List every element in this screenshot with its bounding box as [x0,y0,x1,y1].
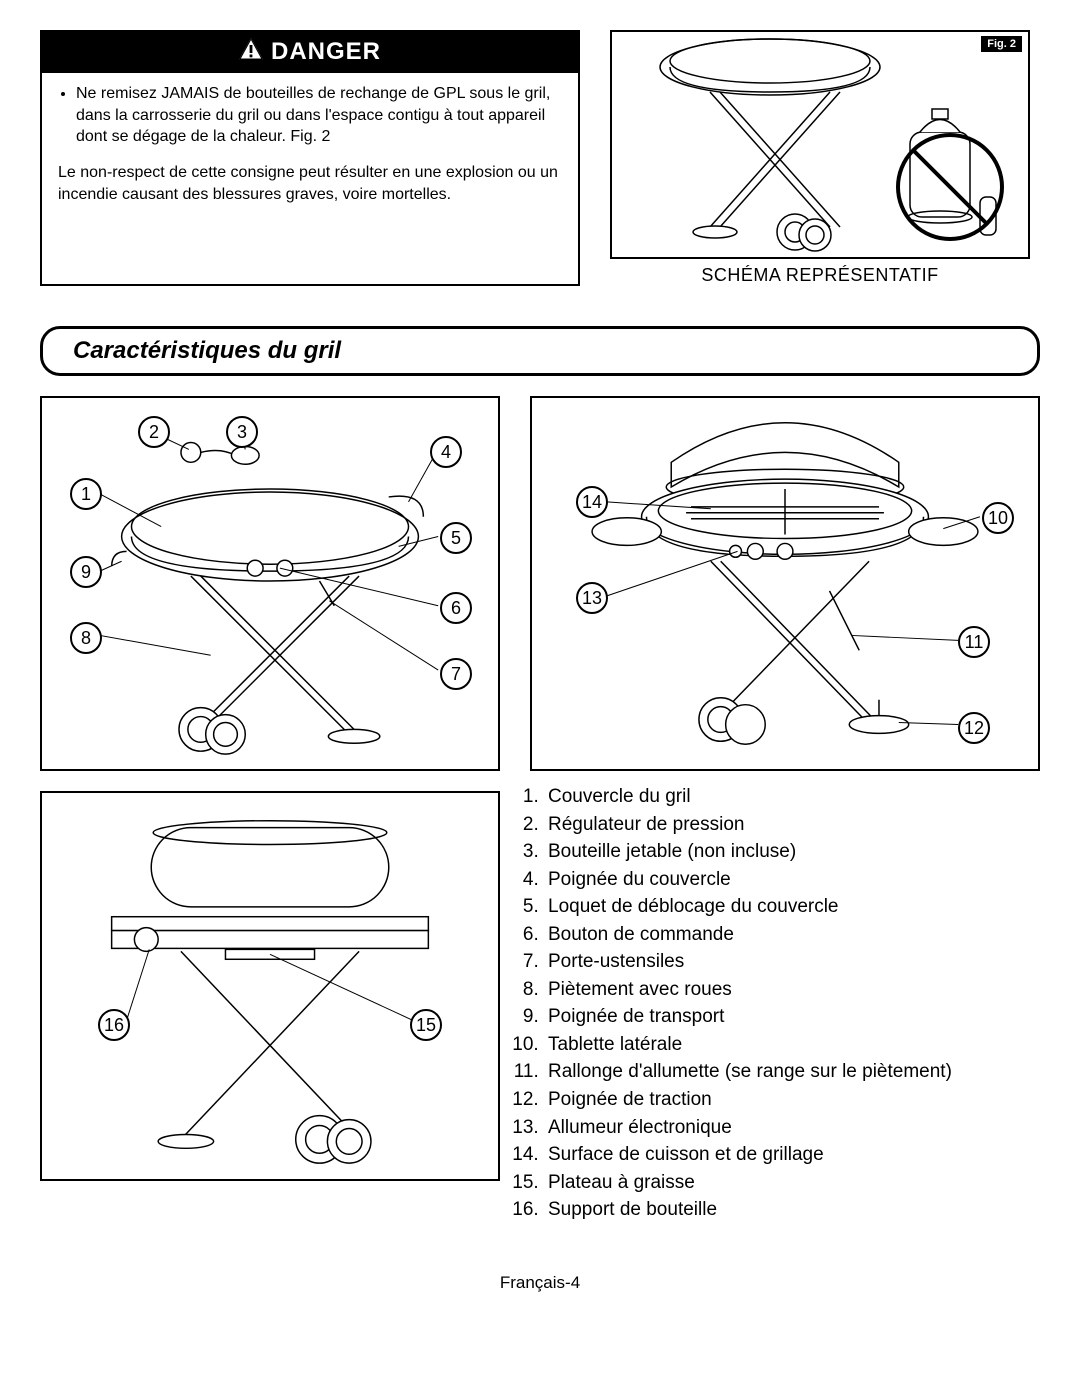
feature-item: Poignée de transport [544,1003,1040,1031]
feature-item: Bouton de commande [544,921,1040,949]
callout-13: 13 [576,582,608,614]
danger-body: Ne remisez JAMAIS de bouteilles de recha… [42,73,578,219]
feature-item: Piètement avec roues [544,976,1040,1004]
callout-15: 15 [410,1009,442,1041]
danger-header: DANGER [42,32,578,73]
callout-7: 7 [440,658,472,690]
feature-item: Plateau à graisse [544,1169,1040,1197]
fig-label: Fig. 2 [981,36,1022,52]
feature-item: Surface de cuisson et de grillage [544,1141,1040,1169]
feature-item: Bouteille jetable (non incluse) [544,838,1040,866]
schema-box: Fig. 2 [610,30,1030,286]
callout-12: 12 [958,712,990,744]
schema-figure: Fig. 2 [610,30,1030,259]
diagram-c: 14 10 13 11 12 [530,396,1040,771]
callout-10: 10 [982,502,1014,534]
schema-illustration [620,37,1020,252]
callout-1: 1 [70,478,102,510]
feature-item: Porte-ustensiles [544,948,1040,976]
callout-11: 11 [958,626,990,658]
callout-8: 8 [70,622,102,654]
danger-note: Le non-respect de cette consigne peut ré… [58,162,562,205]
callout-5: 5 [440,522,472,554]
danger-bullet: Ne remisez JAMAIS de bouteilles de recha… [76,83,562,148]
feature-item: Loquet de déblocage du couvercle [544,893,1040,921]
schema-caption: SCHÉMA REPRÉSENTATIF [610,265,1030,286]
feature-item: Couvercle du gril [544,783,1040,811]
diagram-b: 16 15 [40,791,500,1181]
page-footer: Français-4 [40,1273,1040,1293]
callout-3: 3 [226,416,258,448]
callout-16: 16 [98,1009,130,1041]
feature-item: Support de bouteille [544,1196,1040,1224]
danger-header-text: DANGER [271,38,381,65]
danger-box: DANGER Ne remisez JAMAIS de bouteilles d… [40,30,580,286]
callout-14: 14 [576,486,608,518]
callout-9: 9 [70,556,102,588]
feature-item: Poignée du couvercle [544,866,1040,894]
section-title: Caractéristiques du gril [40,326,1040,376]
diagram-b-illustration [42,793,498,1179]
feature-item: Régulateur de pression [544,811,1040,839]
feature-item: Tablette latérale [544,1031,1040,1059]
feature-item: Poignée de traction [544,1086,1040,1114]
diagram-c-illustration [532,398,1038,769]
callout-2: 2 [138,416,170,448]
feature-item: Rallonge d'allumette (se range sur le pi… [544,1058,1040,1086]
warning-icon [239,38,263,67]
callout-4: 4 [430,436,462,468]
feature-list: Couvercle du gril Régulateur de pression… [530,783,1040,1224]
diagram-a: 1 2 3 4 5 6 7 8 9 [40,396,500,771]
feature-item: Allumeur électronique [544,1114,1040,1142]
callout-6: 6 [440,592,472,624]
